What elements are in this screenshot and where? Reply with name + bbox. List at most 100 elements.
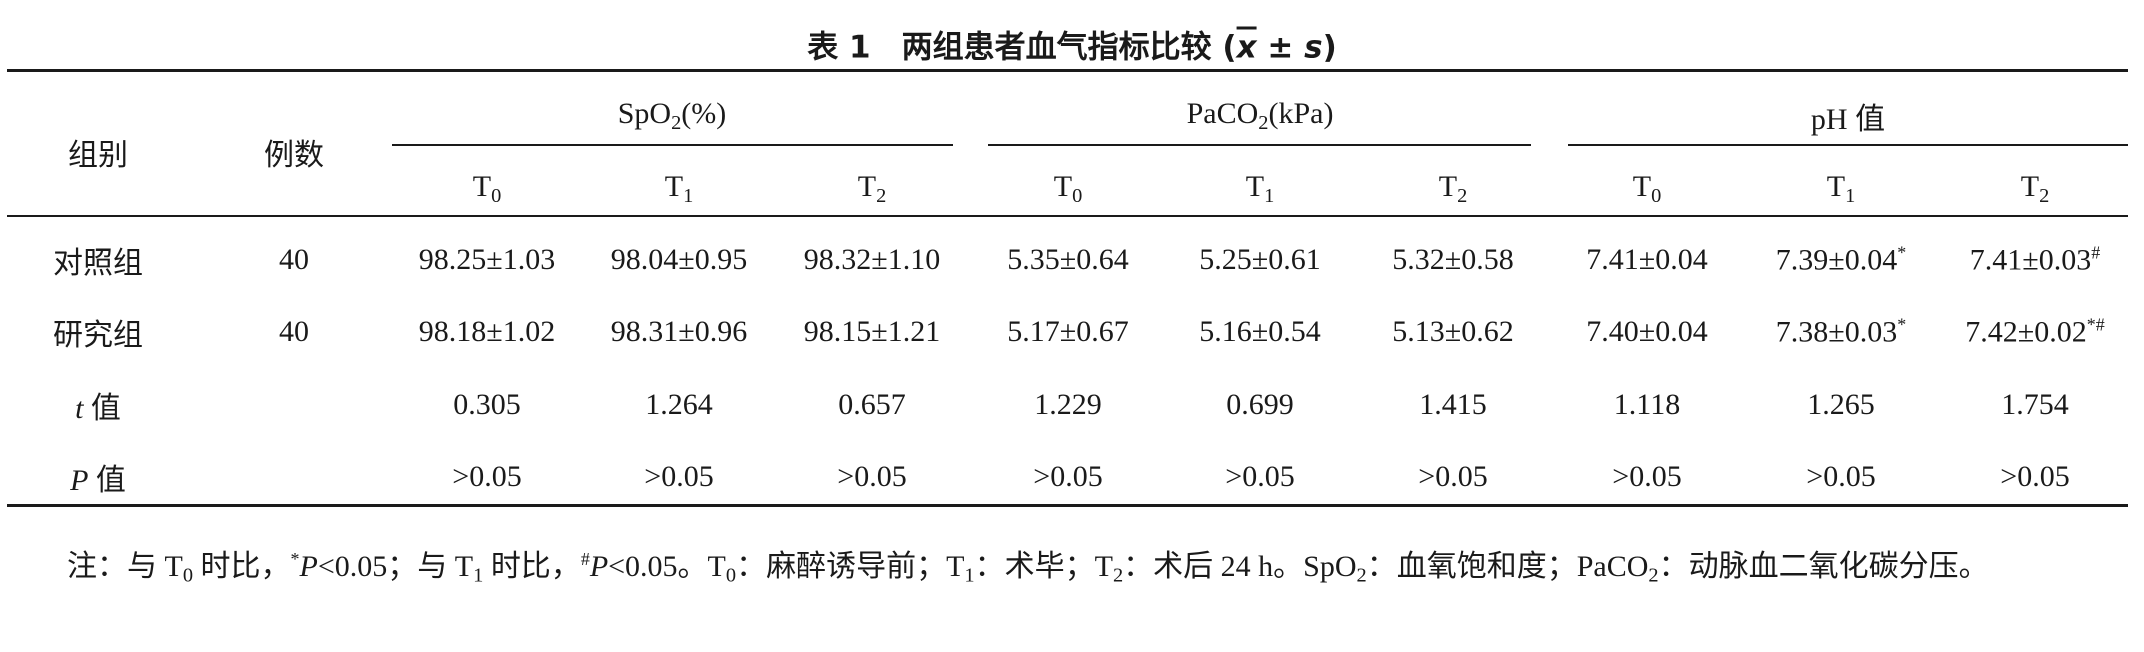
text-run: (%) [681, 97, 727, 131]
data-cell: 1.415 [1419, 388, 1487, 422]
data-cell: >0.05 [644, 460, 713, 494]
data-cell: >0.05 [1806, 460, 1875, 494]
text-run: 例数 [264, 139, 324, 172]
data-cell: >0.05 [452, 460, 521, 494]
text-run: 2 [1648, 564, 1659, 587]
text-run: 0 [182, 564, 194, 587]
data-cell: 0.699 [1226, 388, 1294, 422]
text-run: 值 [88, 464, 126, 497]
text-run: ) [1322, 29, 1337, 66]
text-run: T [1245, 170, 1265, 204]
text-run: 对照组 [53, 247, 143, 280]
text-run: 0 [725, 564, 737, 587]
data-cell: >0.05 [1612, 460, 1681, 494]
table-note: 注：与 T0 时比，*P<0.05；与 T1 时比，#P<0.05。T0：麻醉诱… [7, 528, 2131, 607]
data-cell: 7.42±0.02*# [1965, 315, 2104, 350]
text-run: ：术后 24 h。SpO [1123, 549, 1357, 583]
text-run: >0.05 [644, 460, 714, 493]
text-run: 0.305 [453, 388, 521, 421]
text-run: ± [1256, 29, 1305, 66]
text-run: 40 [279, 315, 309, 348]
text-run: 40 [279, 243, 309, 276]
data-cell: 98.25±1.03 [419, 243, 555, 277]
text-run: ：血氧饱和度；PaCO [1366, 549, 1649, 583]
text-run: 1 [683, 184, 694, 207]
text-run: 5.35±0.64 [1007, 243, 1129, 276]
data-cell: >0.05 [1033, 460, 1102, 494]
text-run: 2 [671, 111, 682, 134]
row-label: P 值 [70, 455, 126, 499]
column-header: T1 [1827, 170, 1856, 208]
text-run: 1.754 [2001, 388, 2069, 421]
count-cell: 40 [279, 243, 309, 277]
data-cell: 1.754 [2001, 388, 2069, 422]
group-rule [988, 144, 1531, 146]
row-label: 研究组 [53, 310, 143, 354]
text-run: 5.32±0.58 [1392, 243, 1514, 276]
data-cell: >0.05 [1418, 460, 1487, 494]
text-run: 2 [1356, 564, 1367, 587]
text-run: x [1236, 29, 1257, 66]
text-run: P [70, 464, 89, 497]
text-run: P [299, 549, 318, 583]
text-run: pH 值 [1810, 103, 1886, 136]
text-run: 7.40±0.04 [1586, 315, 1708, 348]
data-cell: 7.40±0.04 [1586, 315, 1707, 349]
row-label: 对照组 [53, 238, 143, 282]
text-run: 98.32±1.10 [803, 243, 941, 276]
row-label: t 值 [75, 383, 121, 427]
text-run: s [1304, 29, 1323, 66]
text-run: (kPa) [1268, 97, 1334, 131]
text-run: 时比， [193, 549, 291, 583]
text-run: >0.05 [2000, 460, 2070, 493]
data-cell: 5.17±0.67 [1007, 315, 1128, 349]
text-run: T [857, 170, 877, 204]
text-run: 98.04±0.95 [610, 243, 748, 276]
text-run: 0.699 [1226, 388, 1294, 421]
text-run: >0.05 [1806, 460, 1876, 493]
text-run: * [290, 549, 300, 569]
text-run: T [472, 170, 492, 204]
text-run: 5.13±0.62 [1392, 315, 1514, 348]
data-cell: 7.41±0.03# [1970, 243, 2100, 278]
text-run: 1.265 [1807, 388, 1875, 421]
text-run: T [664, 170, 684, 204]
text-run: 7.41±0.03 [1969, 243, 2092, 277]
data-cell: 1.265 [1807, 388, 1875, 422]
text-run: PaCO [1186, 97, 1259, 131]
data-cell: 5.25±0.61 [1199, 243, 1320, 277]
data-cell: 5.32±0.58 [1392, 243, 1513, 277]
text-run: 1 [964, 564, 975, 587]
column-header: T0 [1054, 170, 1083, 208]
text-run: >0.05 [1418, 460, 1488, 493]
text-run: 7.39±0.04 [1775, 243, 1898, 277]
text-run: 1 [1845, 184, 1856, 207]
text-run: 98.15±1.21 [803, 315, 941, 348]
text-run: 组别 [68, 139, 128, 172]
data-cell: 98.15±1.21 [804, 315, 940, 349]
header-cell: 例数 [264, 130, 324, 174]
data-cell: 5.16±0.54 [1199, 315, 1320, 349]
text-run: 7.42±0.02 [1965, 315, 2087, 349]
text-run: 时比， [483, 549, 581, 583]
text-run: SpO [617, 97, 672, 131]
text-run: >0.05 [452, 460, 522, 493]
column-header: T1 [665, 170, 694, 208]
data-cell: 0.305 [453, 388, 521, 422]
text-run: 2 [1457, 184, 1468, 207]
data-cell: >0.05 [2000, 460, 2069, 494]
group-rule [392, 144, 953, 146]
text-run: t [75, 392, 84, 425]
text-run: 1.415 [1419, 388, 1487, 421]
data-cell: 7.38±0.03* [1776, 315, 1906, 350]
text-run: 2 [876, 184, 887, 207]
group-header: pH 值 [1811, 94, 1885, 138]
text-run: ：麻醉诱导前；T [736, 549, 965, 583]
text-run: ：术毕；T [974, 549, 1113, 583]
text-run: * [1897, 242, 1907, 263]
data-cell: 98.32±1.10 [804, 243, 940, 277]
header-cell: 组别 [68, 130, 128, 174]
column-header: T2 [1439, 170, 1468, 208]
text-run: T [1632, 170, 1652, 204]
column-header: T2 [858, 170, 887, 208]
